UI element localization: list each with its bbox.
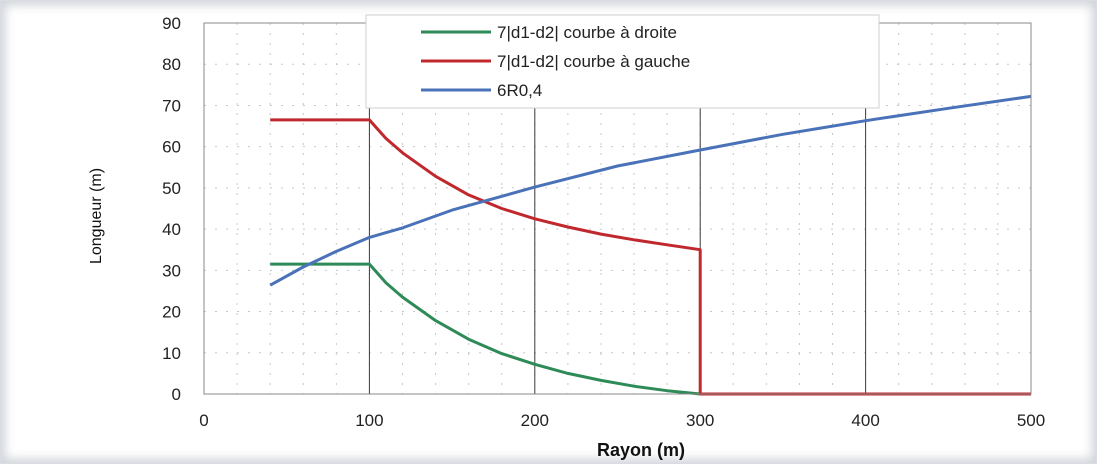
y-tick-label: 50 [162,179,181,198]
x-tick-label: 400 [851,411,879,430]
y-tick-label: 30 [162,261,181,280]
x-tick-label: 100 [355,411,383,430]
y-tick-label: 40 [162,220,181,239]
y-axis-title: Longueur (m) [88,168,105,264]
series-layer [269,94,1032,396]
tick-labels: 0 100 200 300 400 500 0 10 20 30 40 50 60 70 80 90 [162,14,1045,430]
series-line-7-d1-d2-courbe-gauche [270,118,1031,396]
y-tick-label: 80 [162,55,181,74]
y-tick-label: 70 [162,96,181,115]
legend-label: 7|d1-d2| courbe à droite [497,23,677,42]
y-tick-label: 10 [162,344,181,363]
y-tick-label: 20 [162,303,181,322]
legend-label: 7|d1-d2| courbe à gauche [497,52,690,71]
legend-label: 6R0,4 [497,81,542,100]
y-tick-label: 60 [162,138,181,157]
x-tick-label: 200 [521,411,549,430]
series-line-6r0-4 [269,94,1032,287]
y-tick-label: 0 [172,385,181,404]
x-axis-title: Rayon (m) [597,440,685,460]
series-line-7-d1-d2-courbe-droite [270,262,1031,396]
x-tick-label: 300 [686,411,714,430]
x-tick-label: 0 [199,411,208,430]
legend: 7|d1-d2| courbe à droite 7|d1-d2| courbe … [365,14,880,109]
y-tick-label: 90 [162,14,181,33]
x-tick-label: 500 [1017,411,1045,430]
